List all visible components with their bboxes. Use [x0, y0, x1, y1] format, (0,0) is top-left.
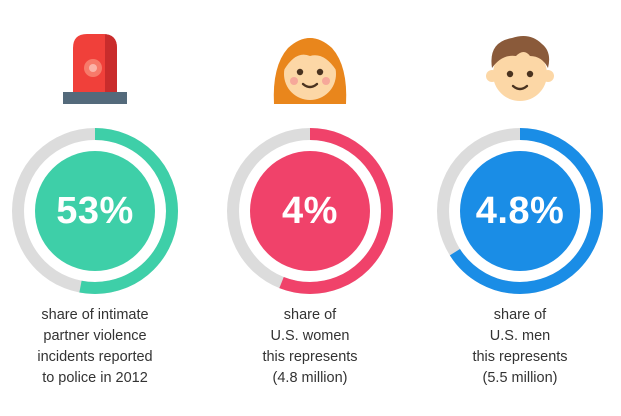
- caption-line: partner violence: [43, 328, 147, 344]
- caption-line: incidents reported: [37, 349, 153, 365]
- stat-police-reports: 53% share of intimate partner violence i…: [0, 0, 190, 416]
- progress-ring-1: [10, 126, 180, 296]
- caption-line: share of: [493, 307, 547, 323]
- percent-value: 53%: [56, 189, 134, 232]
- caption: share of U.S. men this represents (5.5 m…: [425, 305, 615, 389]
- percent-value: 4%: [282, 189, 338, 232]
- percent-value: 4.8%: [475, 189, 565, 232]
- caption-line: to police in 2012: [42, 370, 148, 386]
- stat-us-women: 4% share of U.S. women this represents (…: [215, 0, 405, 416]
- caption-line: U.S. women: [270, 328, 350, 344]
- progress-ring-3: [435, 126, 605, 296]
- caption: share of U.S. women this represents (4.8…: [215, 305, 405, 389]
- caption-line: this represents: [472, 349, 568, 365]
- ring-arc: [437, 128, 603, 294]
- ring-core: [35, 151, 155, 271]
- progress-ring-2: [225, 126, 395, 296]
- woman-face-icon: [215, 26, 405, 110]
- man-face-icon: [425, 26, 615, 110]
- ring-arc: [227, 128, 393, 294]
- siren-icon: [0, 26, 190, 110]
- caption: share of intimate partner violence incid…: [0, 305, 190, 389]
- stat-us-men: 4.8% share of U.S. men this represents (…: [425, 0, 615, 416]
- caption-line: this represents: [262, 349, 358, 365]
- caption-line: (4.8 million): [272, 370, 348, 386]
- ring-arc: [12, 128, 178, 294]
- ring-core: [250, 151, 370, 271]
- caption-line: (5.5 million): [482, 370, 558, 386]
- caption-line: share of: [283, 307, 337, 323]
- caption-line: share of intimate: [41, 307, 149, 323]
- ring-core: [460, 151, 580, 271]
- caption-line: U.S. men: [489, 328, 551, 344]
